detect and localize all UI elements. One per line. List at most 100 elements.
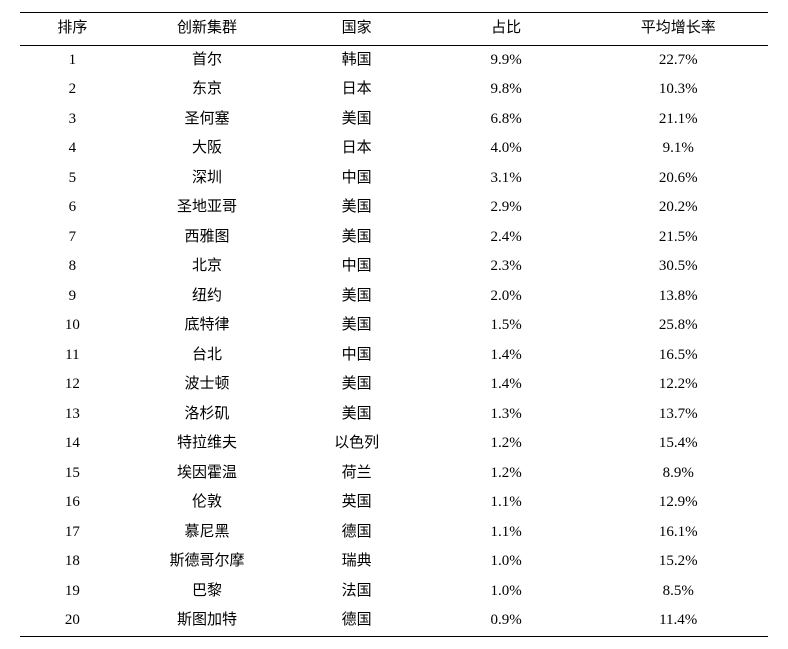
table-row: 11台北中国1.4%16.5% <box>20 341 768 371</box>
cell-country: 中国 <box>289 341 424 371</box>
cell-growth: 22.7% <box>588 45 768 75</box>
cell-country: 瑞典 <box>289 547 424 577</box>
table-row: 12波士顿美国1.4%12.2% <box>20 370 768 400</box>
table-row: 4大阪日本4.0%9.1% <box>20 134 768 164</box>
cell-country: 德国 <box>289 518 424 548</box>
table-body: 1首尔韩国9.9%22.7%2东京日本9.8%10.3%3圣何塞美国6.8%21… <box>20 45 768 636</box>
cell-cluster: 纽约 <box>125 282 290 312</box>
cell-growth: 21.1% <box>588 105 768 135</box>
cell-country: 美国 <box>289 105 424 135</box>
cell-growth: 15.2% <box>588 547 768 577</box>
cell-growth: 20.2% <box>588 193 768 223</box>
cell-rank: 5 <box>20 164 125 194</box>
cell-country: 以色列 <box>289 429 424 459</box>
cell-rank: 6 <box>20 193 125 223</box>
cell-cluster: 特拉维夫 <box>125 429 290 459</box>
cell-country: 美国 <box>289 400 424 430</box>
cell-share: 1.2% <box>424 459 589 489</box>
cell-cluster: 圣地亚哥 <box>125 193 290 223</box>
cell-growth: 12.9% <box>588 488 768 518</box>
cell-country: 美国 <box>289 193 424 223</box>
table-row: 1首尔韩国9.9%22.7% <box>20 45 768 75</box>
cell-country: 日本 <box>289 75 424 105</box>
cell-share: 2.0% <box>424 282 589 312</box>
cell-share: 1.4% <box>424 341 589 371</box>
cell-growth: 16.5% <box>588 341 768 371</box>
cell-growth: 13.7% <box>588 400 768 430</box>
cell-cluster: 底特律 <box>125 311 290 341</box>
cell-rank: 3 <box>20 105 125 135</box>
cell-rank: 2 <box>20 75 125 105</box>
cell-share: 6.8% <box>424 105 589 135</box>
innovation-cluster-table: 排序 创新集群 国家 占比 平均增长率 1首尔韩国9.9%22.7%2东京日本9… <box>20 12 768 637</box>
cell-growth: 9.1% <box>588 134 768 164</box>
cell-rank: 19 <box>20 577 125 607</box>
cell-cluster: 圣何塞 <box>125 105 290 135</box>
table-header-row: 排序 创新集群 国家 占比 平均增长率 <box>20 13 768 46</box>
cell-cluster: 斯图加特 <box>125 606 290 636</box>
cell-country: 荷兰 <box>289 459 424 489</box>
table-row: 16伦敦英国1.1%12.9% <box>20 488 768 518</box>
cell-share: 0.9% <box>424 606 589 636</box>
table-row: 10底特律美国1.5%25.8% <box>20 311 768 341</box>
cell-rank: 15 <box>20 459 125 489</box>
cell-share: 1.0% <box>424 547 589 577</box>
cell-growth: 8.9% <box>588 459 768 489</box>
cell-rank: 12 <box>20 370 125 400</box>
table-row: 19巴黎法国1.0%8.5% <box>20 577 768 607</box>
table-row: 2东京日本9.8%10.3% <box>20 75 768 105</box>
cell-rank: 11 <box>20 341 125 371</box>
cell-rank: 17 <box>20 518 125 548</box>
col-header-rank: 排序 <box>20 13 125 46</box>
table-row: 6圣地亚哥美国2.9%20.2% <box>20 193 768 223</box>
cell-growth: 8.5% <box>588 577 768 607</box>
table-row: 3圣何塞美国6.8%21.1% <box>20 105 768 135</box>
col-header-growth: 平均增长率 <box>588 13 768 46</box>
table-row: 9纽约美国2.0%13.8% <box>20 282 768 312</box>
cell-cluster: 大阪 <box>125 134 290 164</box>
table-row: 13洛杉矶美国1.3%13.7% <box>20 400 768 430</box>
cell-share: 4.0% <box>424 134 589 164</box>
cell-country: 韩国 <box>289 45 424 75</box>
cell-share: 1.2% <box>424 429 589 459</box>
table-row: 18斯德哥尔摩瑞典1.0%15.2% <box>20 547 768 577</box>
cell-country: 美国 <box>289 282 424 312</box>
cell-rank: 14 <box>20 429 125 459</box>
cell-cluster: 东京 <box>125 75 290 105</box>
cell-rank: 13 <box>20 400 125 430</box>
cell-cluster: 北京 <box>125 252 290 282</box>
cell-cluster: 首尔 <box>125 45 290 75</box>
cell-growth: 30.5% <box>588 252 768 282</box>
cell-share: 1.0% <box>424 577 589 607</box>
col-header-cluster: 创新集群 <box>125 13 290 46</box>
cell-cluster: 洛杉矶 <box>125 400 290 430</box>
cell-cluster: 慕尼黑 <box>125 518 290 548</box>
cell-growth: 12.2% <box>588 370 768 400</box>
cell-country: 法国 <box>289 577 424 607</box>
table-row: 20斯图加特德国0.9%11.4% <box>20 606 768 636</box>
cell-country: 中国 <box>289 252 424 282</box>
cell-rank: 1 <box>20 45 125 75</box>
cell-cluster: 西雅图 <box>125 223 290 253</box>
cell-rank: 16 <box>20 488 125 518</box>
cell-cluster: 波士顿 <box>125 370 290 400</box>
cell-rank: 9 <box>20 282 125 312</box>
cell-share: 1.5% <box>424 311 589 341</box>
cell-share: 3.1% <box>424 164 589 194</box>
cell-rank: 4 <box>20 134 125 164</box>
cell-cluster: 伦敦 <box>125 488 290 518</box>
cell-country: 中国 <box>289 164 424 194</box>
cell-share: 1.3% <box>424 400 589 430</box>
table-row: 15埃因霍温荷兰1.2%8.9% <box>20 459 768 489</box>
cell-growth: 11.4% <box>588 606 768 636</box>
cell-cluster: 巴黎 <box>125 577 290 607</box>
cell-country: 德国 <box>289 606 424 636</box>
cell-rank: 8 <box>20 252 125 282</box>
table-row: 17慕尼黑德国1.1%16.1% <box>20 518 768 548</box>
cell-cluster: 斯德哥尔摩 <box>125 547 290 577</box>
col-header-share: 占比 <box>424 13 589 46</box>
table-row: 5深圳中国3.1%20.6% <box>20 164 768 194</box>
cell-growth: 20.6% <box>588 164 768 194</box>
table-row: 14特拉维夫以色列1.2%15.4% <box>20 429 768 459</box>
cell-cluster: 深圳 <box>125 164 290 194</box>
